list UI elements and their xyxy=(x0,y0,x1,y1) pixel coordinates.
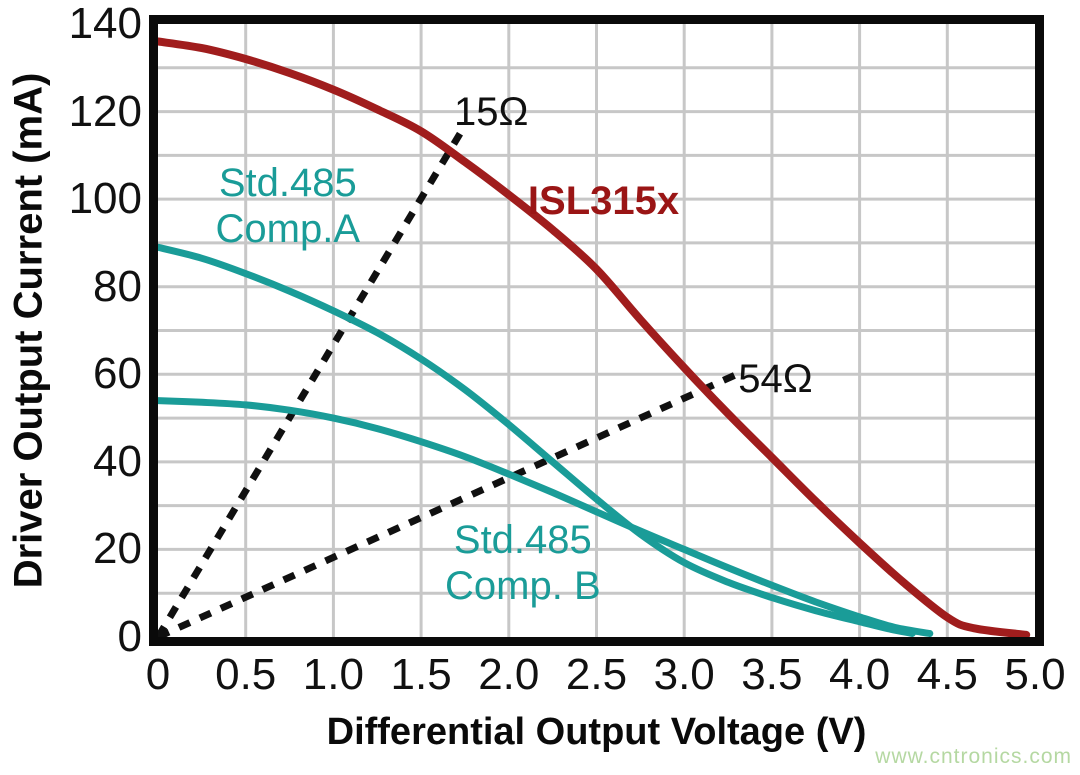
y-tick-label-120: 120 xyxy=(68,86,142,136)
y-axis-tick-labels: 0 20 40 60 80 100 120 140 xyxy=(0,1,142,660)
x-tick-label-2.5: 2.5 xyxy=(565,650,628,699)
y-tick-label-140: 140 xyxy=(68,0,142,48)
x-tick-label-0: 0 xyxy=(145,650,171,699)
watermark: www.cntronics.com xyxy=(875,745,1072,768)
series-std485-comp-a-curve xyxy=(158,243,916,637)
series-std485-comp-b-curve xyxy=(158,397,934,637)
y-tick-label-80: 80 xyxy=(93,261,142,311)
x-axis-tick-labels: 0 0.5 1.0 1.5 2.0 2.5 3.0 3.5 4.0 4.5 5.0 xyxy=(146,650,1066,702)
x-tick-label-4.0: 4.0 xyxy=(829,650,891,699)
chart-canvas xyxy=(158,24,1035,637)
series-load-line-54ohm-curve xyxy=(158,371,739,637)
x-tick-label-3.5: 3.5 xyxy=(741,650,803,699)
x-tick-label-1.5: 1.5 xyxy=(390,650,452,699)
x-tick-label-2.0: 2.0 xyxy=(478,650,540,699)
y-tick-label-40: 40 xyxy=(93,436,142,486)
x-tick-label-1.0: 1.0 xyxy=(302,650,364,699)
x-tick-label-4.5: 4.5 xyxy=(916,650,978,699)
y-tick-label-100: 100 xyxy=(68,174,142,224)
x-axis-title: Differential Output Voltage (V) xyxy=(326,711,867,753)
y-tick-label-20: 20 xyxy=(93,524,142,574)
plot-area: 15Ω ISL315x Std.485 Comp.A 54Ω Std.485 Comp. B xyxy=(149,15,1044,646)
y-tick-label-60: 60 xyxy=(93,349,142,399)
series-isl315x-curve xyxy=(158,37,1031,637)
y-tick-label-0: 0 xyxy=(117,612,142,661)
x-tick-label-0.5: 0.5 xyxy=(215,650,277,699)
series-load-line-15ohm-curve xyxy=(158,129,465,637)
x-tick-label-3.0: 3.0 xyxy=(653,650,715,699)
x-tick-label-5.0: 5.0 xyxy=(1004,650,1066,699)
